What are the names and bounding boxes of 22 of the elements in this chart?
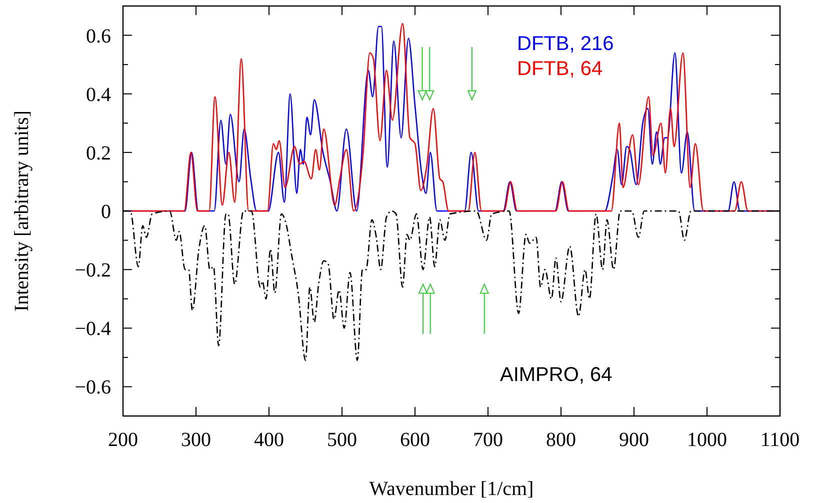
x-axis-title: Wavenumber [1/cm]: [369, 478, 534, 500]
x-tick-label: 900: [619, 429, 649, 451]
y-tick-label: −0.2: [74, 260, 111, 282]
x-tick-label: 600: [400, 429, 430, 451]
y-tick-label: −0.4: [74, 318, 111, 340]
y-tick-label: 0: [101, 201, 111, 223]
x-tick-label: 300: [181, 429, 211, 451]
x-tick-label: 1100: [760, 429, 800, 451]
x-tick-label: 200: [108, 429, 138, 451]
x-tick-label: 700: [473, 429, 503, 451]
text: AIMPRO, 64: [500, 364, 612, 386]
y-tick-label: 0.4: [86, 84, 111, 106]
y-tick-label: 0.2: [86, 142, 111, 164]
x-tick-label: 500: [327, 429, 357, 451]
x-tick-label: 1000: [687, 429, 727, 451]
y-tick-label: 0.6: [86, 25, 111, 48]
text: DFTB, 64: [517, 58, 603, 80]
text: DFTB, 216: [517, 33, 614, 55]
y-axis-title: Intensity [arbitrary units]: [11, 110, 33, 312]
x-tick-label: 800: [546, 429, 576, 451]
y-tick-label: −0.6: [74, 376, 111, 399]
x-tick-label: 400: [254, 429, 284, 451]
